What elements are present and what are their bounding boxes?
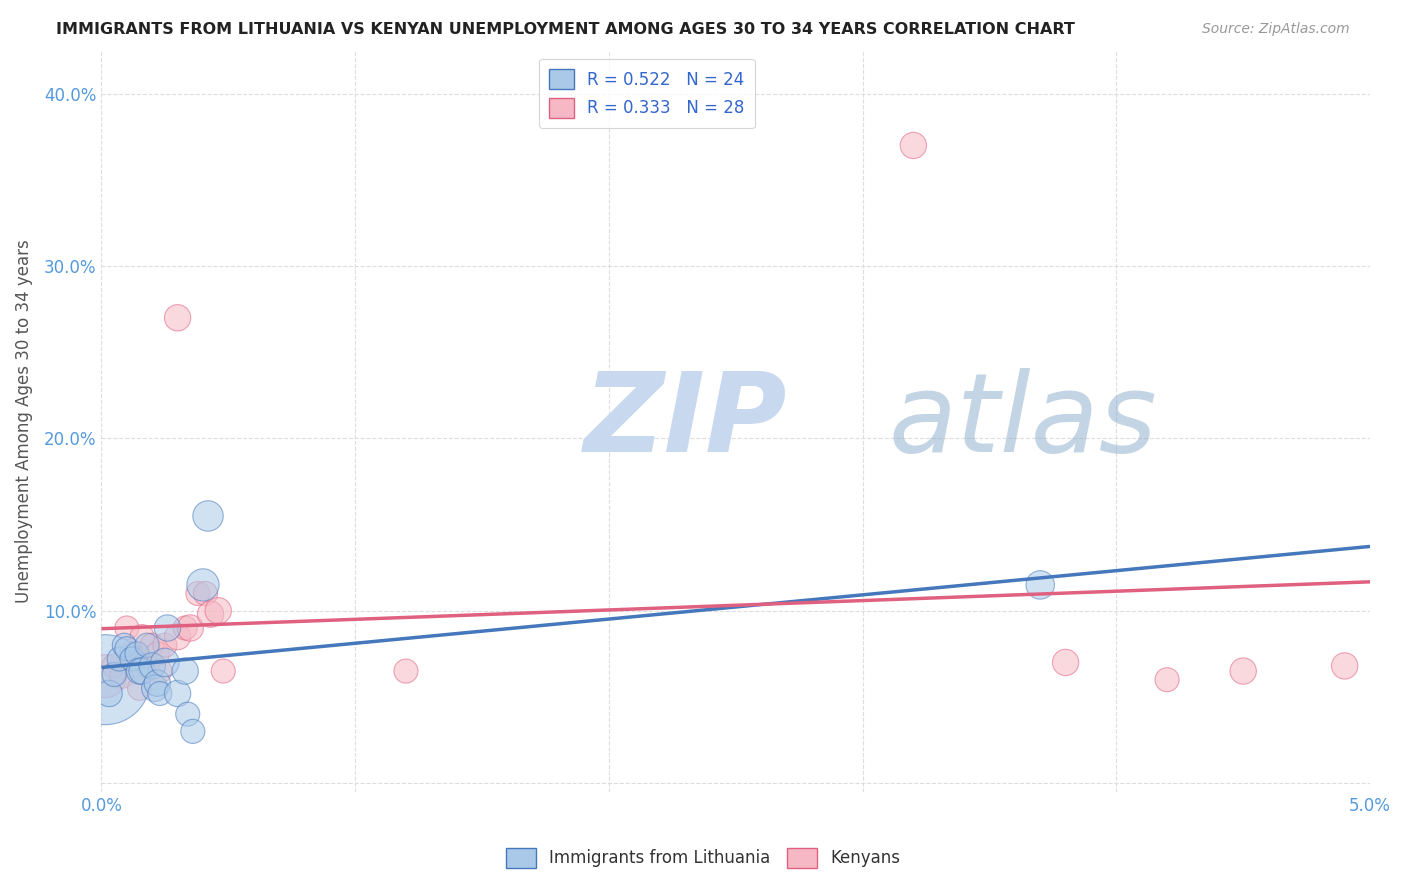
Point	[103, 659, 125, 673]
Legend: R = 0.522   N = 24, R = 0.333   N = 28: R = 0.522 N = 24, R = 0.333 N = 28	[538, 59, 755, 128]
Point	[187, 586, 209, 600]
Point	[136, 659, 159, 673]
Point	[128, 681, 150, 696]
Point	[903, 138, 925, 153]
Point	[153, 638, 176, 652]
Point	[125, 647, 148, 661]
Point	[166, 310, 188, 325]
Text: Source: ZipAtlas.com: Source: ZipAtlas.com	[1202, 22, 1350, 37]
Point	[143, 681, 166, 696]
Point	[207, 604, 229, 618]
Point	[141, 638, 163, 652]
Point	[200, 607, 222, 622]
Point	[115, 641, 138, 656]
Point	[108, 652, 131, 666]
Point	[174, 621, 197, 635]
Point	[131, 664, 153, 678]
Point	[174, 664, 197, 678]
Point	[103, 667, 125, 681]
Text: IMMIGRANTS FROM LITHUANIA VS KENYAN UNEMPLOYMENT AMONG AGES 30 TO 34 YEARS CORRE: IMMIGRANTS FROM LITHUANIA VS KENYAN UNEM…	[56, 22, 1076, 37]
Point	[212, 664, 235, 678]
Y-axis label: Unemployment Among Ages 30 to 34 years: Unemployment Among Ages 30 to 34 years	[15, 239, 32, 603]
Point	[181, 724, 204, 739]
Point	[1156, 673, 1178, 687]
Point	[146, 647, 169, 661]
Point	[149, 664, 172, 678]
Point	[1029, 578, 1052, 592]
Point	[94, 673, 117, 687]
Point	[112, 638, 135, 652]
Point	[177, 707, 200, 722]
Point	[136, 638, 159, 652]
Point	[111, 669, 134, 683]
Point	[128, 664, 150, 678]
Point	[121, 647, 143, 661]
Point	[94, 669, 117, 683]
Point	[98, 686, 121, 700]
Point	[121, 652, 143, 666]
Point	[166, 630, 188, 644]
Text: atlas: atlas	[889, 368, 1157, 475]
Point	[1333, 659, 1355, 673]
Point	[179, 621, 201, 635]
Point	[1054, 656, 1077, 670]
Point	[149, 686, 172, 700]
Point	[194, 586, 217, 600]
Point	[141, 659, 163, 673]
Point	[395, 664, 418, 678]
Point	[115, 621, 138, 635]
Point	[197, 508, 219, 523]
Point	[166, 686, 188, 700]
Point	[1232, 664, 1254, 678]
Point	[156, 621, 179, 635]
Text: ZIP: ZIP	[583, 368, 787, 475]
Point	[191, 578, 214, 592]
Point	[131, 630, 153, 644]
Point	[153, 656, 176, 670]
Legend: Immigrants from Lithuania, Kenyans: Immigrants from Lithuania, Kenyans	[499, 841, 907, 875]
Point	[146, 676, 169, 690]
Point	[125, 647, 148, 661]
